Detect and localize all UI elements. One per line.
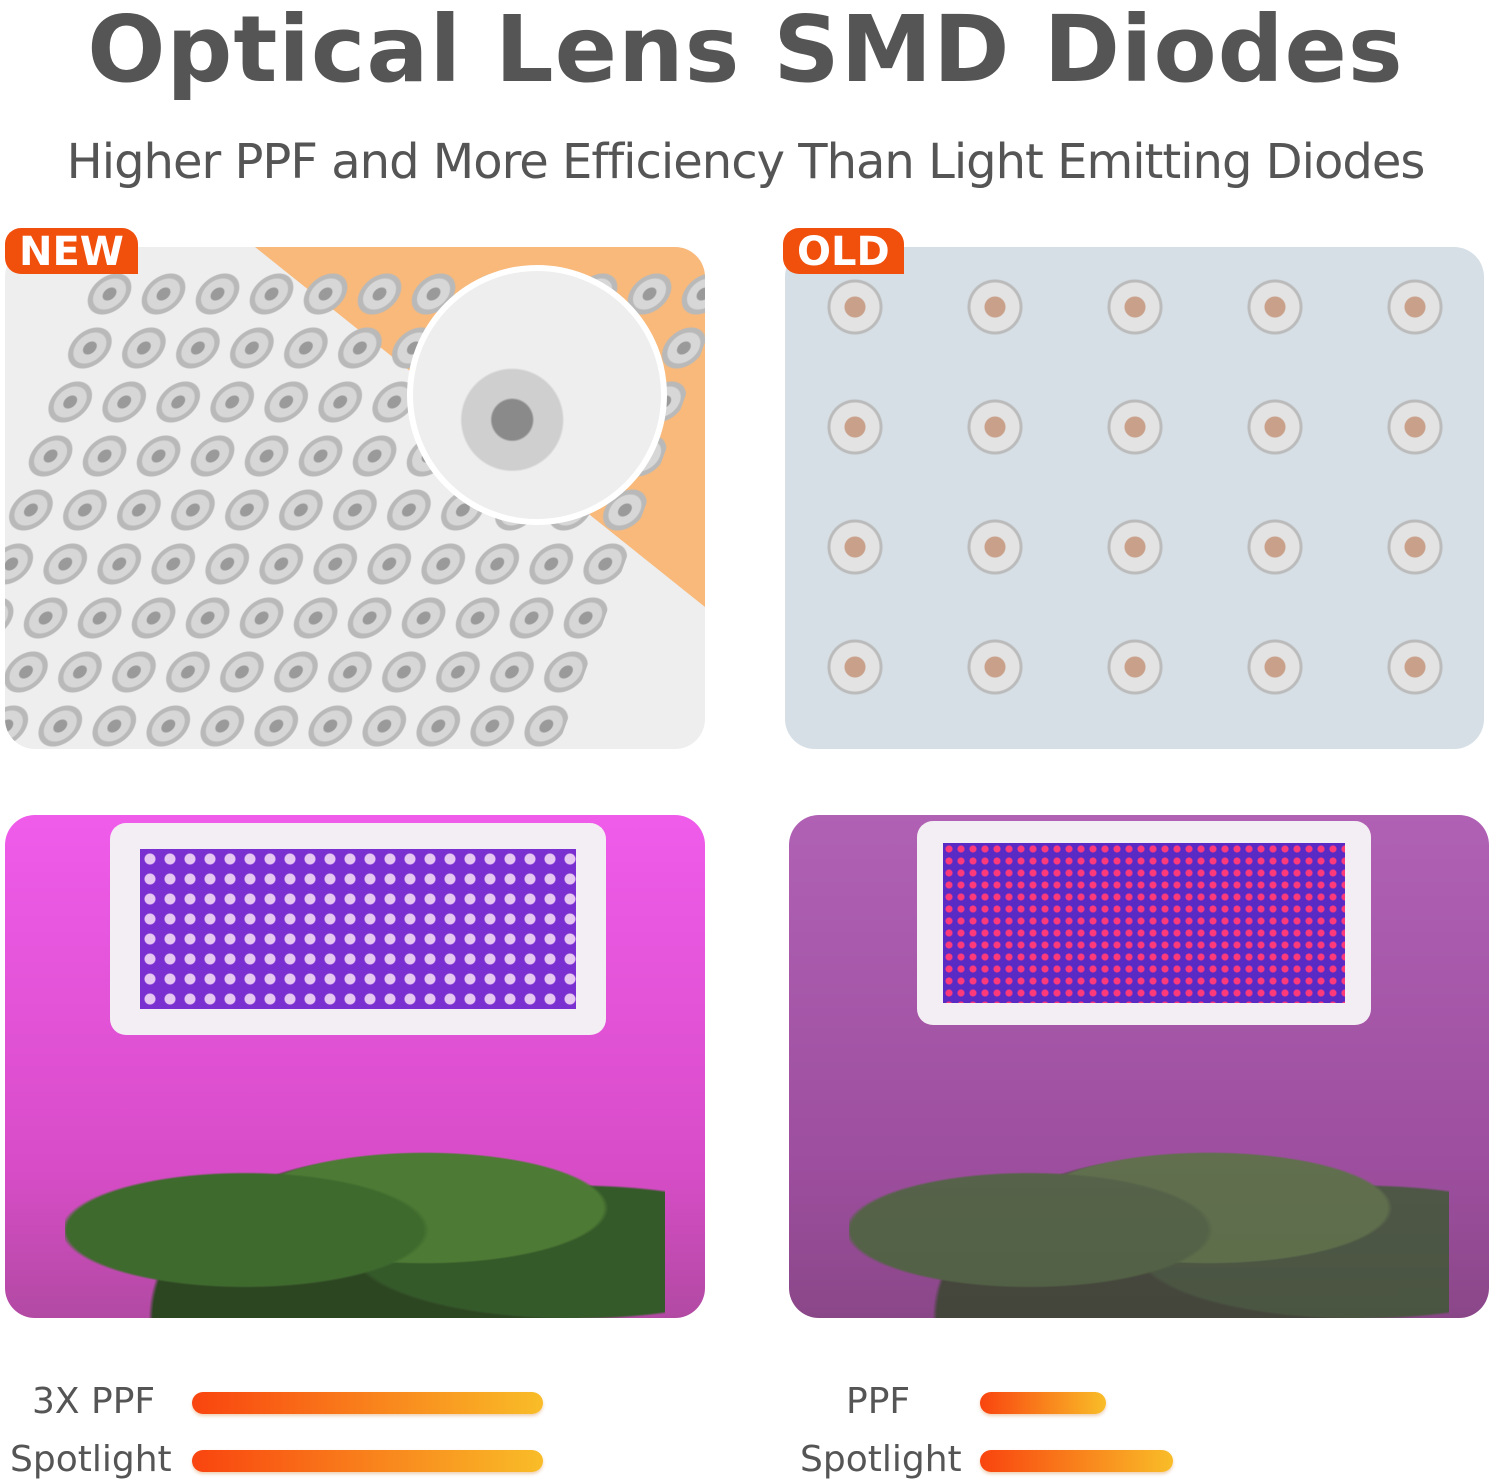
new-spotlight-label: Spotlight	[10, 1439, 172, 1480]
old-diodes-photo	[785, 247, 1484, 749]
new-spotlight-bar	[192, 1450, 543, 1472]
old-spotlight-label: Spotlight	[800, 1439, 962, 1480]
new-lens-diodes-photo	[5, 247, 705, 749]
plant-image	[849, 1098, 1449, 1318]
led-chip-array	[785, 247, 1484, 749]
old-spotlight-bar	[980, 1450, 1173, 1472]
new-badge: NEW	[5, 228, 138, 275]
grow-light-fixture	[917, 821, 1371, 1025]
page-subtitle: Higher PPF and More Efficiency Than Ligh…	[66, 134, 1426, 190]
led-panel	[943, 843, 1345, 1003]
plant-image	[65, 1098, 665, 1318]
new-ppf-label: 3X PPF	[32, 1381, 156, 1422]
old-ppf-bar	[980, 1392, 1106, 1414]
new-ppf-bar	[192, 1392, 543, 1414]
old-grow-light-photo	[789, 815, 1489, 1318]
grow-light-fixture	[110, 823, 606, 1035]
old-ppf-label: PPF	[846, 1381, 911, 1422]
led-panel	[140, 849, 576, 1009]
old-badge: OLD	[783, 228, 904, 275]
new-grow-light-photo	[5, 815, 705, 1318]
page-title: Optical Lens SMD Diodes	[87, 0, 1404, 103]
lens-closeup-inset	[407, 265, 667, 525]
